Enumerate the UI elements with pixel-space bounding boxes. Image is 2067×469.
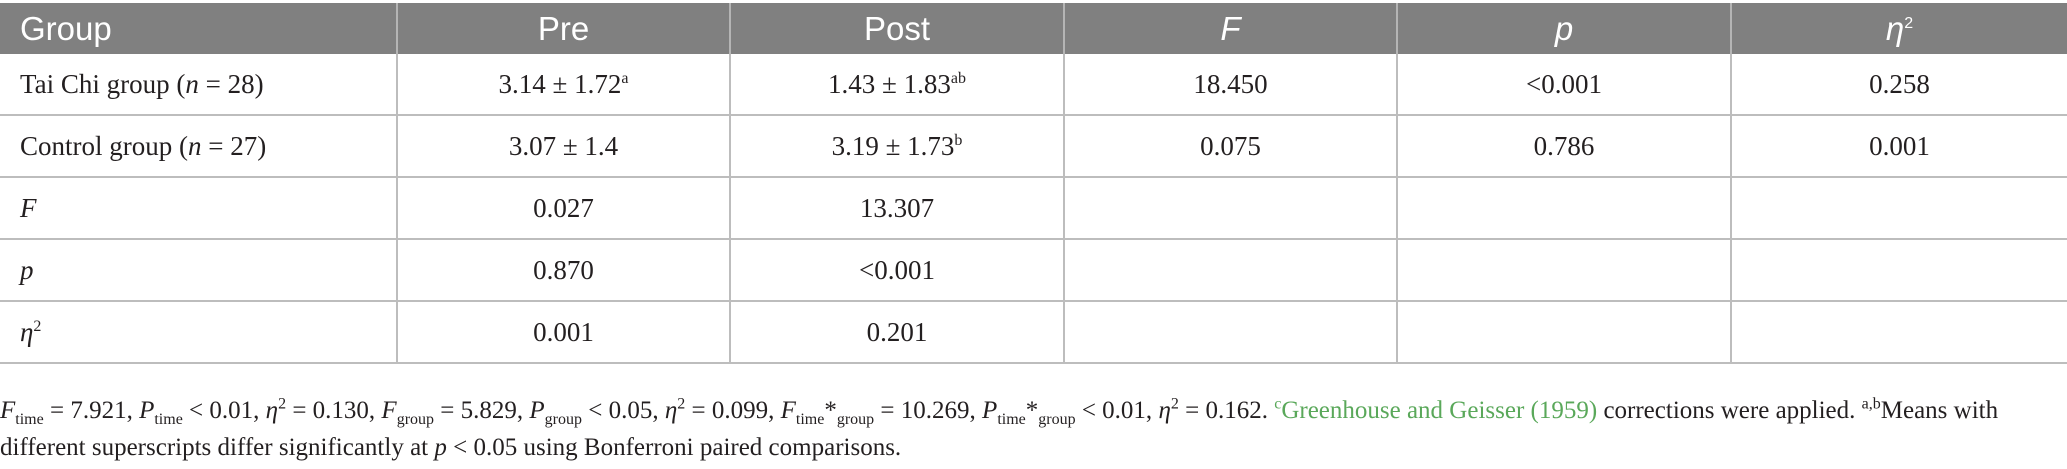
cell-pre: 3.14 ± 1.72a xyxy=(396,54,730,116)
cell-post: 3.19 ± 1.73b xyxy=(729,115,1064,178)
cell-empty xyxy=(1396,301,1731,364)
fn-text: < 0.01, xyxy=(1075,397,1159,424)
sym-p-lower: p xyxy=(434,434,447,461)
cell-post-value: 1.43 ± 1.83 xyxy=(828,68,951,99)
sup-sq: 2 xyxy=(278,395,287,413)
cell-p: 0.786 xyxy=(1396,115,1731,178)
sym-eta: η xyxy=(1158,397,1171,424)
fn-text: = 0.130, xyxy=(286,397,382,424)
cell-post-sup: b xyxy=(954,131,963,149)
sup-ab: a,b xyxy=(1861,395,1881,413)
cell-p: <0.001 xyxy=(1396,54,1731,116)
fn-text: = 7.921, xyxy=(43,397,140,424)
header-row: Group Pre Post F p η2 xyxy=(0,3,2067,54)
fn-text: < 0.01, xyxy=(182,397,266,424)
row-label: F xyxy=(0,177,397,240)
cell-empty xyxy=(1063,301,1397,364)
sub-group: group xyxy=(396,411,435,428)
results-table: Group Pre Post F p η2 Tai Chi group (n =… xyxy=(0,3,2067,364)
fn-text: Means with different superscripts differ… xyxy=(0,397,1999,461)
sub-group: group xyxy=(836,411,875,428)
n-value: = 27) xyxy=(201,130,267,161)
table-row: p 0.870 <0.001 xyxy=(0,239,2067,302)
cell-pre-value: 3.07 ± 1.4 xyxy=(508,130,619,161)
cell-post-value: 3.19 ± 1.73 xyxy=(831,130,955,161)
header-p: p xyxy=(1396,3,1731,54)
sym-f: F xyxy=(780,397,796,424)
header-eta-symbol: η xyxy=(1885,9,1905,47)
cell-pre: 0.870 xyxy=(396,239,730,302)
header-group: Group xyxy=(0,3,397,54)
cell-empty xyxy=(1730,239,2067,302)
sym-p: P xyxy=(982,397,998,424)
cell-empty xyxy=(1063,239,1397,302)
table-footnote: Ftime = 7.921, Ptime < 0.01, η2 = 0.130,… xyxy=(0,392,2060,466)
sub-time: time xyxy=(997,411,1026,428)
cell-empty xyxy=(1396,177,1731,240)
fn-text: corrections were applied. xyxy=(1597,397,1862,424)
header-f: F xyxy=(1063,3,1397,54)
sym-f: F xyxy=(0,397,16,424)
cell-empty xyxy=(1730,177,2067,240)
sub-time: time xyxy=(154,411,183,428)
cell-f: 0.075 xyxy=(1063,115,1397,178)
cell-pre-sup: a xyxy=(621,69,629,87)
header-pre: Pre xyxy=(396,3,730,54)
n-variable: n xyxy=(188,130,202,161)
cell-eta2: 0.001 xyxy=(1730,115,2067,178)
sym-eta: η xyxy=(664,397,678,424)
sup-sq: 2 xyxy=(677,395,686,413)
cell-empty xyxy=(1063,177,1397,240)
sub-time: time xyxy=(15,411,44,428)
row-label-text: Tai Chi group ( xyxy=(20,68,186,99)
sym-p: P xyxy=(529,397,545,424)
row-label: η2 xyxy=(0,301,397,364)
table-row: Tai Chi group (n = 28) 3.14 ± 1.72a 1.43… xyxy=(0,54,2067,116)
cell-pre-value: 3.14 ± 1.72 xyxy=(498,68,622,99)
table-row: Control group (n = 27) 3.07 ± 1.4 3.19 ±… xyxy=(0,115,2067,178)
row-label: Tai Chi group (n = 28) xyxy=(0,54,397,116)
sym-p: P xyxy=(139,397,155,424)
cell-pre: 0.001 xyxy=(396,301,730,364)
cell-empty xyxy=(1396,239,1731,302)
header-post: Post xyxy=(729,3,1064,54)
cell-post: <0.001 xyxy=(729,239,1064,302)
row-label: p xyxy=(0,239,397,302)
sup-sq: 2 xyxy=(1170,395,1179,413)
cell-empty xyxy=(1730,301,2067,364)
header-eta: η2 xyxy=(1730,3,2067,54)
sup-c: c xyxy=(1274,395,1282,413)
cell-f: 18.450 xyxy=(1063,54,1397,116)
sub-time: time xyxy=(795,411,825,428)
fn-asterisk: * xyxy=(824,397,837,424)
row-label-text: η xyxy=(20,316,34,347)
row-label-sup: 2 xyxy=(33,317,42,335)
fn-text: = 0.099, xyxy=(685,397,781,424)
sym-f: F xyxy=(381,397,397,424)
row-label-text: Control group ( xyxy=(20,130,188,161)
fn-asterisk: * xyxy=(1025,397,1039,424)
cell-post: 0.201 xyxy=(729,301,1064,364)
sub-group: group xyxy=(1038,411,1076,428)
sym-eta: η xyxy=(265,397,279,424)
cell-post: 13.307 xyxy=(729,177,1064,240)
header-eta-sup: 2 xyxy=(1904,14,1914,32)
row-label: Control group (n = 27) xyxy=(0,115,397,178)
fn-text: = 10.269, xyxy=(874,397,983,424)
cell-pre: 0.027 xyxy=(396,177,730,240)
fn-text: = 5.829, xyxy=(434,397,530,424)
cell-post-sup: ab xyxy=(950,69,966,87)
n-variable: n xyxy=(185,68,199,99)
citation-link[interactable]: Greenhouse and Geisser (1959) xyxy=(1281,397,1598,424)
cell-eta2: 0.258 xyxy=(1730,54,2067,116)
table-row: F 0.027 13.307 xyxy=(0,177,2067,240)
fn-text: < 0.05 using Bonferroni paired compariso… xyxy=(446,434,902,461)
sub-group: group xyxy=(544,411,582,428)
fn-text: = 0.162. xyxy=(1178,397,1275,424)
fn-text: < 0.05, xyxy=(582,397,665,424)
cell-pre: 3.07 ± 1.4 xyxy=(396,115,730,178)
table-row: η2 0.001 0.201 xyxy=(0,301,2067,364)
n-value: = 28) xyxy=(198,68,264,99)
cell-post: 1.43 ± 1.83ab xyxy=(729,54,1064,116)
